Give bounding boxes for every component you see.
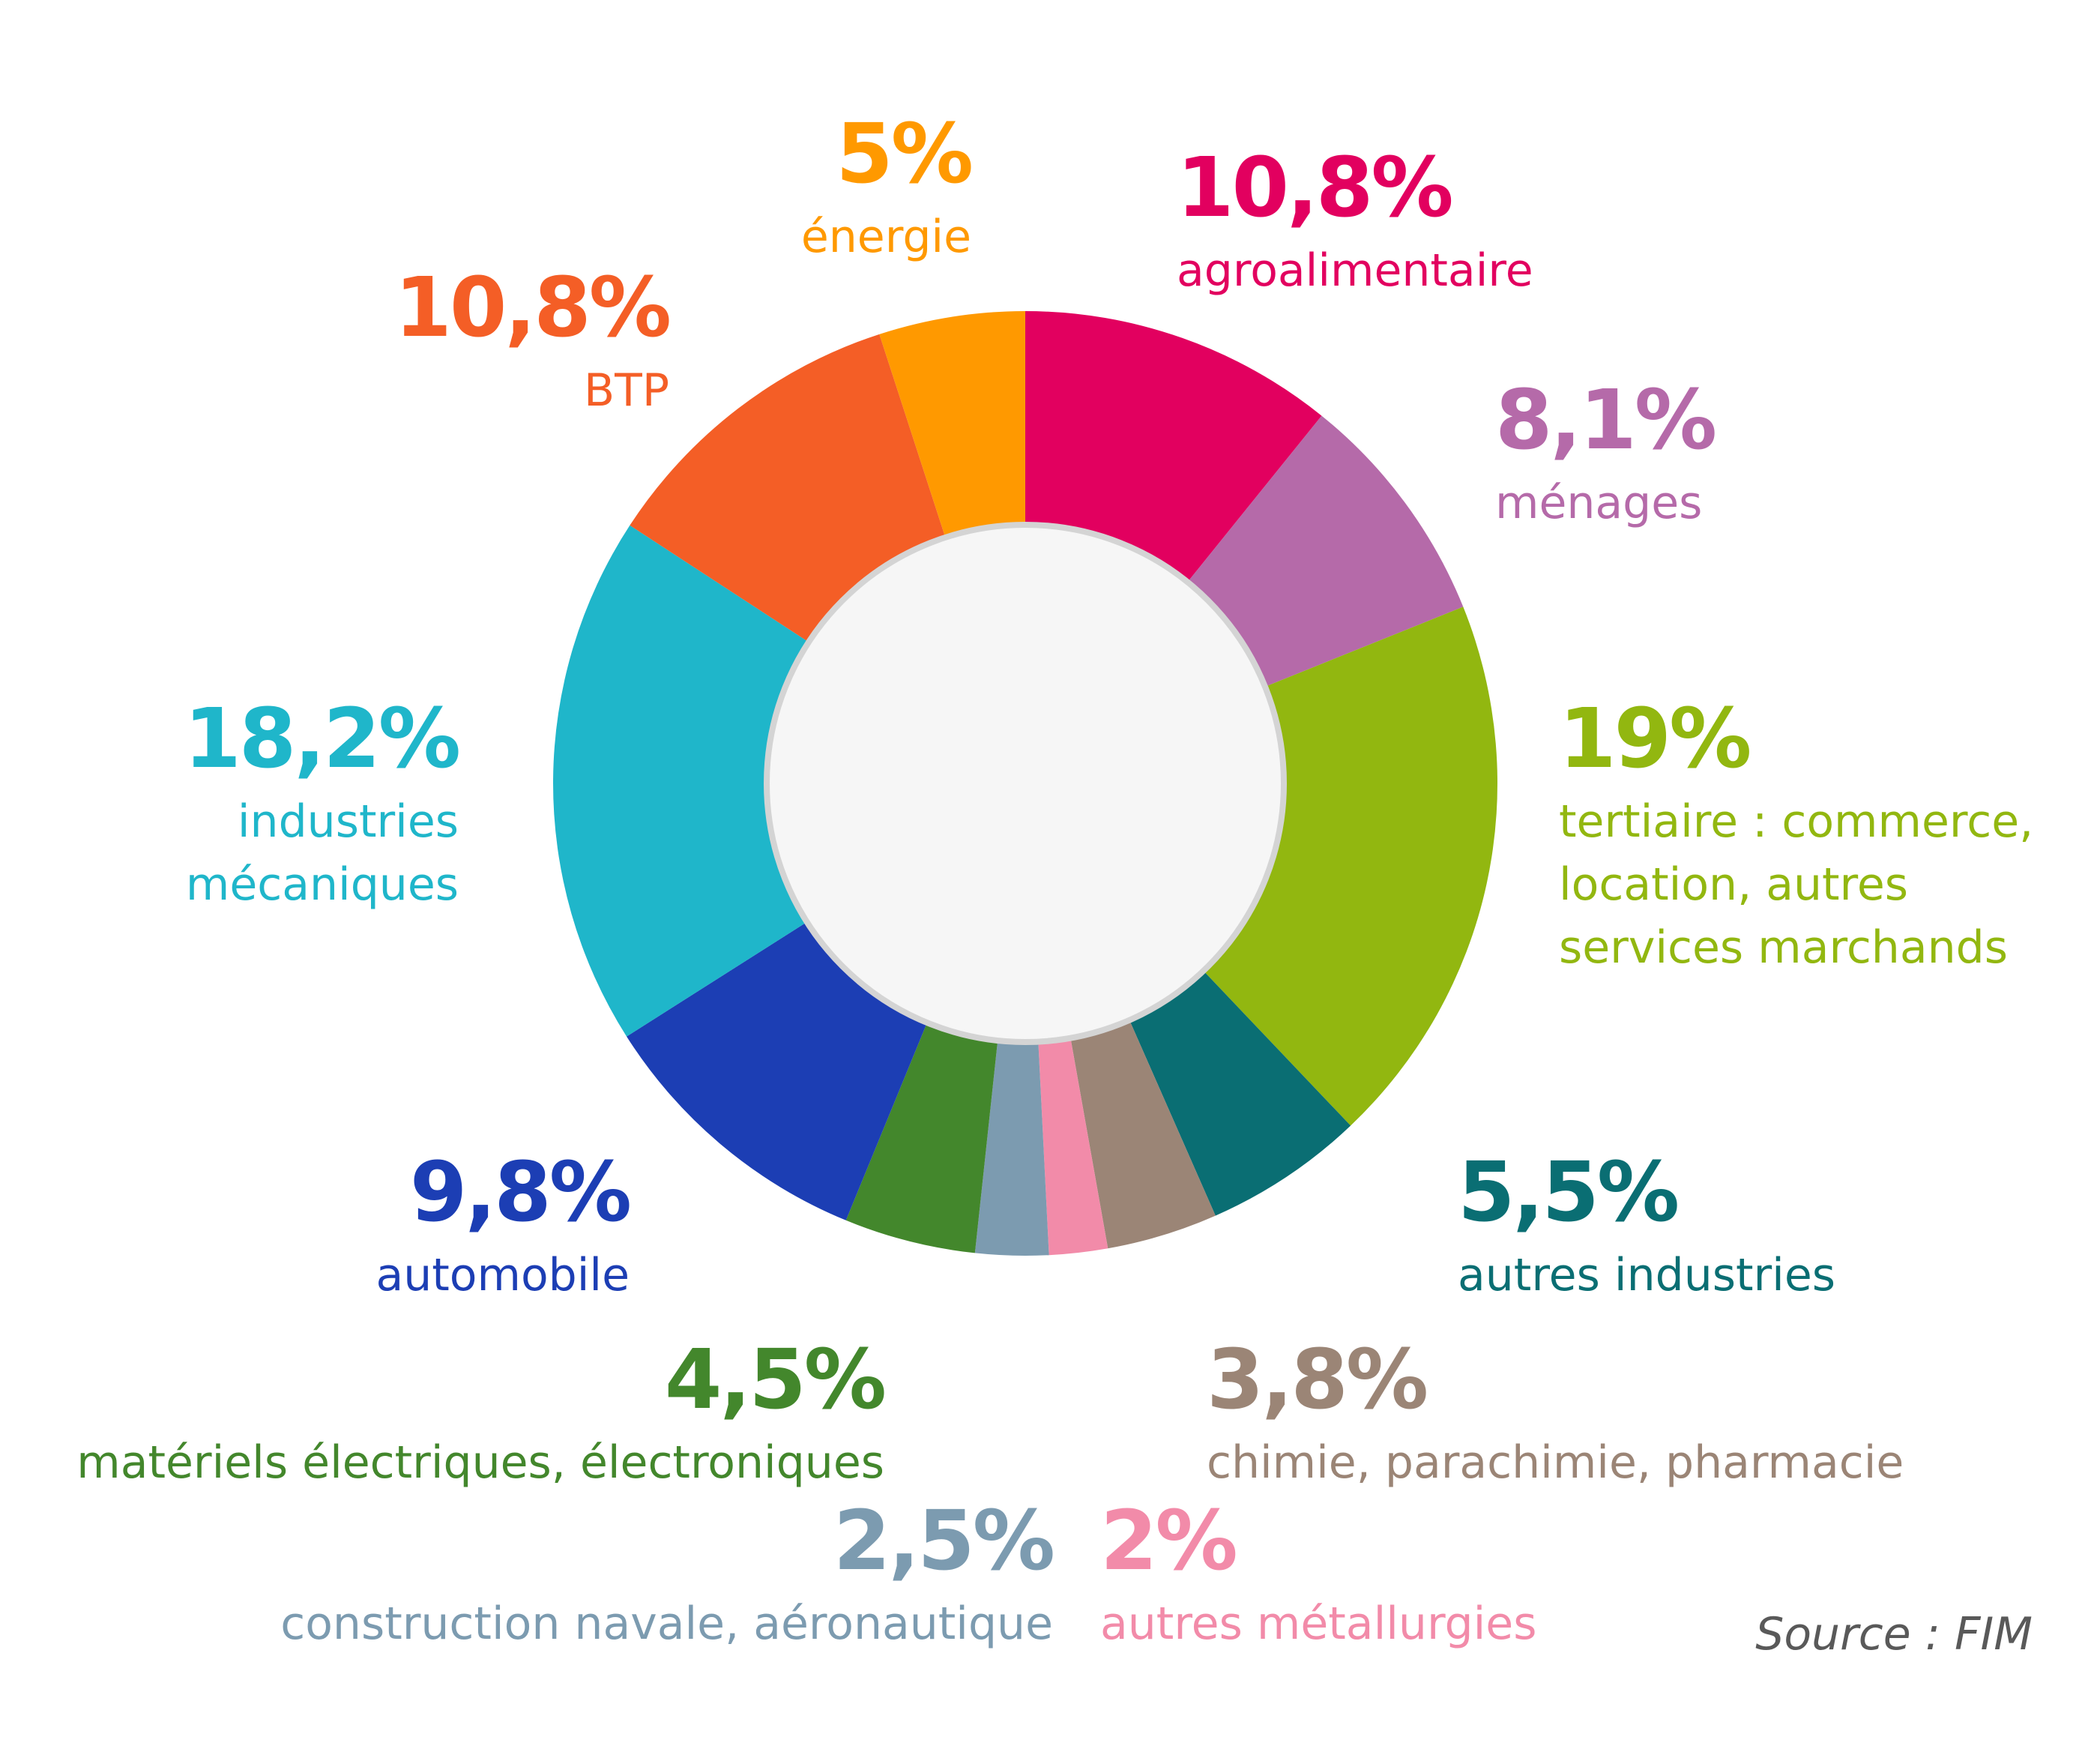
slice-percent: 10,8% [394,259,672,355]
donut-center [764,522,1287,1045]
slice-name: chimie, parachimie, pharmacie [1207,1436,1904,1489]
slice-label-9: 18,2% industries mécaniques [184,690,461,916]
slice-percent: 4,5% [664,1331,887,1427]
slice-percent: 10,8% [1177,139,1454,235]
slice-label-11: 5% énergie [800,106,974,268]
slice-percent: 18,2% [184,690,461,786]
slice-name: agroalimentaire [1177,244,1533,297]
slice-percent: 8,1% [1495,372,1717,468]
slice-percent: 2,5% [833,1493,1055,1589]
slice-name: BTP [584,364,669,417]
slice-name: matériels électriques, électroniques [76,1436,884,1489]
source-note: Source : FIM [1755,1608,2033,1661]
slice-label-4: 3,8% chimie, parachimie, pharmacie [1207,1338,1904,1494]
slice-percent: 3,8% [1207,1331,1428,1427]
slice-label-6: 2,5% construction navale, aéronautique [280,1493,1055,1655]
slice-label-5: 2% autres métallurgies [1100,1499,1536,1655]
slice-percent: 9,8% [409,1144,632,1240]
slice-name: énergie [800,211,971,263]
slice-label-8: 9,8% automobile [375,1144,632,1307]
slice-percent: 2% [1100,1493,1238,1589]
slice-name: construction navale, aéronautique [280,1598,1053,1650]
slice-percent: 19% [1559,690,1751,786]
slice-name: autres industries [1458,1249,1836,1301]
slice-name: ménages [1495,477,1703,529]
slice-name: autres métallurgies [1100,1598,1537,1650]
slice-percent: 5% [836,106,974,202]
slice-label-3: 5,5% autres industries [1458,1151,1835,1307]
slice-name: industries mécaniques [185,795,459,911]
slice-label-0: 10,8% agroalimentaire [1177,146,1533,302]
slice-percent: 5,5% [1458,1144,1680,1240]
slice-name: tertiaire : commerce, location, autres s… [1559,795,2034,974]
slice-name: automobile [375,1249,630,1301]
slice-label-1: 8,1% ménages [1495,372,1717,535]
slice-label-7: 4,5% matériels électriques, électroniques [76,1331,887,1494]
slice-label-2: 19% tertiaire : commerce, location, autre… [1559,697,2033,979]
slice-label-10: 10,8% BTP [394,259,672,422]
